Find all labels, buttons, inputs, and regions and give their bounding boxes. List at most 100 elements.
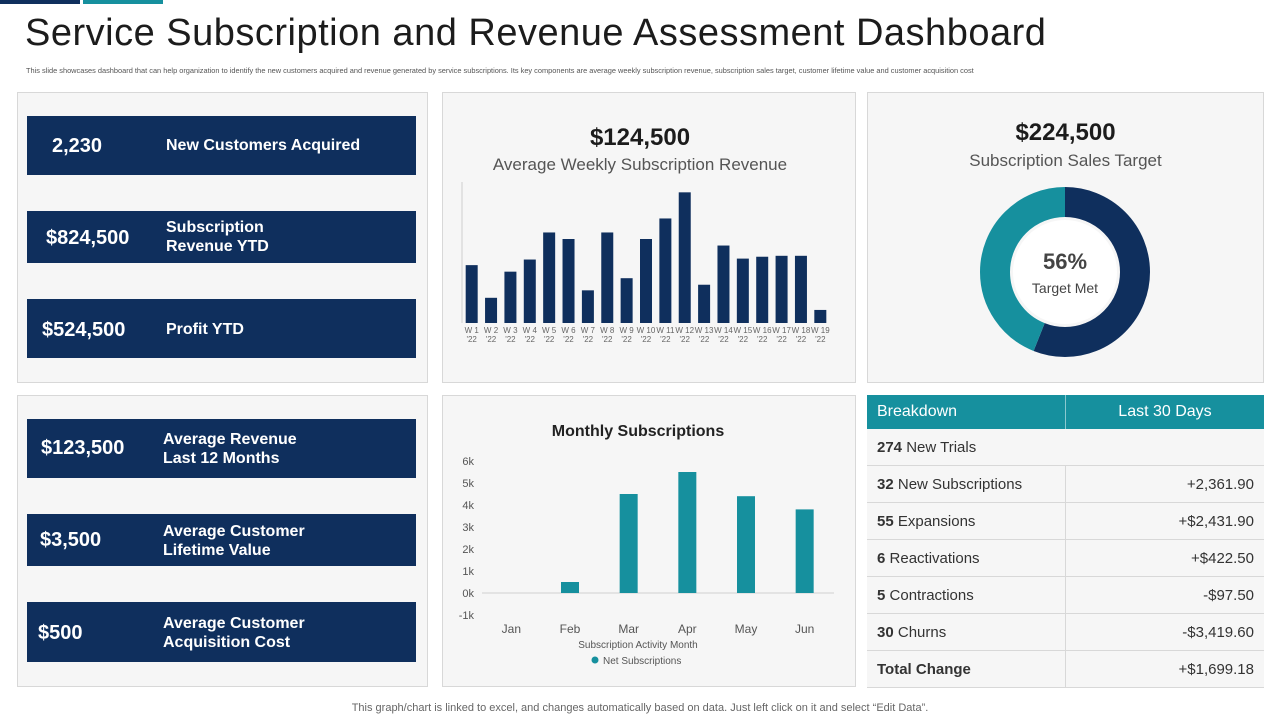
bar-W 15 '22 — [736, 258, 749, 323]
breakdown-label-cell: 55 Expansions — [867, 502, 1066, 540]
kpi-card-new-customers: 2,230 New Customers Acquired — [27, 116, 416, 175]
y-tick-label: 1k — [462, 566, 474, 578]
y-tick-label: 6k — [462, 456, 474, 468]
breakdown-table: Breakdown Last 30 Days 274 New Trials 32 … — [867, 395, 1264, 688]
page-title: Service Subscription and Revenue Assessm… — [25, 12, 1047, 54]
kpi-label: Average Revenue Last 12 Months — [163, 431, 297, 467]
bar-W 8 '22 — [601, 232, 614, 323]
x-axis-label: Subscription Activity Month — [578, 640, 698, 651]
x-tick-label: W 1 — [465, 326, 480, 335]
x-tick-label-year: '22 — [738, 335, 749, 344]
breakdown-count: 274 — [877, 438, 903, 456]
x-tick-label-year: '22 — [815, 335, 826, 344]
accent-bar-navy — [0, 0, 80, 4]
table-header-row: Breakdown Last 30 Days — [867, 395, 1264, 429]
weekly-revenue-caption: Average Weekly Subscription Revenue — [492, 155, 788, 174]
x-tick-label: W 16 — [753, 326, 772, 335]
kpi-label: Average Customer Acquisition Cost — [163, 615, 305, 651]
x-tick-label: W 18 — [792, 326, 811, 335]
kpi-value: $500 — [38, 622, 83, 644]
breakdown-value: +$2,431.90 — [1065, 502, 1264, 540]
breakdown-count: 55 — [877, 512, 894, 530]
x-tick-label: W 10 — [637, 326, 656, 335]
x-tick-label-year: '22 — [602, 335, 613, 344]
donut-center-pct: 56% — [1042, 249, 1088, 274]
kpi-value: 2,230 — [52, 135, 103, 157]
x-tick-label: Jun — [795, 622, 814, 636]
sales-target-value: $224,500 — [1015, 119, 1116, 146]
x-tick-label: W 7 — [581, 326, 596, 335]
x-tick-label: W 3 — [503, 326, 518, 335]
x-tick-label: W 11 — [656, 326, 675, 335]
table-row: 274 New Trials — [867, 429, 1264, 466]
breakdown-value: +2,361.90 — [1065, 465, 1264, 503]
weekly-revenue-value: $124,500 — [589, 124, 691, 151]
header-breakdown: Breakdown — [867, 395, 1066, 429]
x-tick-label: W 19 — [811, 326, 830, 335]
bar-W 7 '22 — [581, 290, 594, 323]
x-tick-label: W 4 — [523, 326, 538, 335]
bar-Apr — [678, 472, 697, 593]
kpi-value: $123,500 — [41, 437, 125, 459]
bar-May — [737, 496, 755, 593]
breakdown-value: +$422.50 — [1065, 539, 1264, 577]
legend-label: Net Subscriptions — [603, 656, 681, 667]
breakdown-label: Expansions — [897, 512, 976, 530]
bar-W 19 '22 — [814, 309, 827, 323]
x-tick-label: Apr — [678, 622, 697, 636]
y-tick-label: -1k — [459, 610, 475, 622]
bar-W 14 '22 — [717, 245, 730, 323]
x-tick-label-year: '22 — [621, 335, 632, 344]
footer-note: This graph/chart is linked to excel, and… — [351, 702, 929, 714]
kpi-value: $3,500 — [40, 529, 102, 551]
breakdown-label-cell: 30 Churns — [867, 613, 1066, 651]
x-tick-label-year: '22 — [583, 335, 594, 344]
breakdown-label-cell: 274 New Trials — [867, 429, 1264, 466]
x-tick-label: Jan — [502, 622, 521, 636]
bar-W 3 '22 — [504, 271, 517, 323]
table-row: 5 Contractions -$97.50 — [867, 576, 1264, 614]
breakdown-label: New Subscriptions — [897, 475, 1023, 493]
total-value: +$1,699.18 — [1065, 650, 1264, 688]
breakdown-count: 32 — [877, 475, 894, 493]
bar-Mar — [619, 494, 638, 593]
x-tick-label-year: '22 — [641, 335, 652, 344]
accent-bar-teal — [83, 0, 163, 4]
y-tick-label: 5k — [462, 478, 474, 490]
breakdown-value: -$3,419.60 — [1065, 613, 1264, 651]
y-tick-label: 3k — [462, 522, 474, 534]
bar-W 11 '22 — [659, 218, 672, 323]
bar-W 2 '22 — [485, 297, 498, 323]
x-tick-label: W 13 — [695, 326, 714, 335]
bar-W 4 '22 — [523, 259, 536, 323]
bar-W 17 '22 — [775, 255, 788, 323]
monthly-bar-chart: Monthly Subscriptions -1k 0k 1k 2k 3k 4k 5k 6k Ja… — [459, 423, 834, 667]
breakdown-value: -$97.50 — [1065, 576, 1264, 614]
table-row: 55 Expansions +$2,431.90 — [867, 502, 1264, 540]
breakdown-label: Churns — [897, 623, 947, 641]
x-tick-label-year: '22 — [699, 335, 710, 344]
x-tick-label-year: '22 — [525, 335, 536, 344]
kpi-card-acquisition-cost: $500 Average Customer Acquisition Cost — [27, 602, 416, 662]
monthly-subscriptions-panel — [442, 395, 856, 687]
kpi-label: Profit YTD — [166, 321, 244, 338]
table-row: 32 New Subscriptions +2,361.90 — [867, 465, 1264, 503]
breakdown-label-cell: 32 New Subscriptions — [867, 465, 1066, 503]
y-tick-label: 0k — [462, 588, 474, 600]
target-donut-chart — [980, 187, 1150, 357]
donut-center-label: Target Met — [1031, 280, 1099, 296]
breakdown-label: New Trials — [906, 438, 977, 456]
bar-W 13 '22 — [698, 284, 711, 323]
breakdown-label-cell: 5 Contractions — [867, 576, 1066, 614]
kpi-label: New Customers Acquired — [166, 137, 361, 154]
breakdown-label: Reactivations — [889, 549, 980, 567]
total-label: Total Change — [867, 650, 1066, 688]
y-tick-label: 2k — [462, 544, 474, 556]
breakdown-count: 6 — [877, 549, 886, 567]
x-tick-label: May — [735, 622, 758, 636]
breakdown-label-cell: 6 Reactivations — [867, 539, 1066, 577]
weekly-revenue-panel — [442, 92, 856, 383]
page-subtitle: This slide showcases dashboard that can … — [26, 66, 974, 75]
table-row: 6 Reactivations +$422.50 — [867, 539, 1264, 577]
kpi-card-subscription-revenue: $824,500 Subscription Revenue YTD — [27, 211, 416, 263]
